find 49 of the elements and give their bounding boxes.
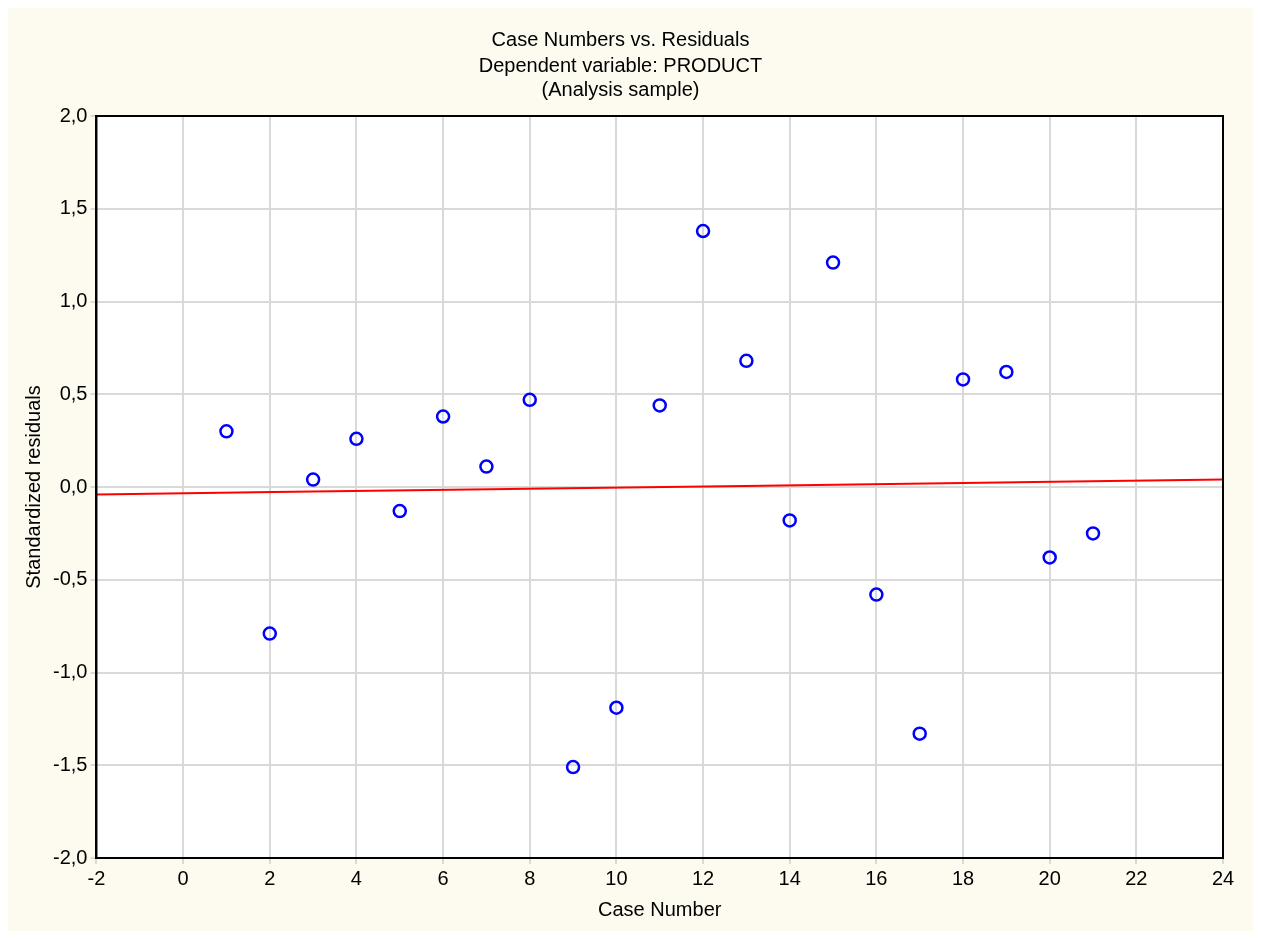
point (869, 587, 884, 602)
x-tick-label: 2 (264, 866, 276, 889)
chart-subtitle: Dependent variable: PRODUCT (478, 53, 763, 76)
point (652, 398, 667, 413)
y-axis-title: Standardized residuals (21, 385, 44, 589)
y-tick-label: -0,5 (52, 567, 88, 590)
point (1042, 550, 1057, 565)
point (219, 424, 234, 439)
point (912, 726, 927, 741)
x-tick-label: 4 (350, 866, 362, 889)
text: (Analysis sample) (541, 77, 700, 100)
point (782, 513, 797, 528)
x-tick-label: 12 (691, 866, 715, 889)
y-tick-label: 0,0 (59, 474, 88, 497)
x-tick-label: 6 (437, 866, 449, 889)
x-tick-label: 24 (1211, 866, 1235, 889)
point (825, 255, 841, 270)
y-tick-label: -2,0 (52, 845, 88, 868)
point (739, 353, 754, 369)
point (349, 431, 364, 447)
point (695, 223, 711, 239)
x-tick-label: -2 (87, 866, 106, 889)
point (999, 364, 1014, 380)
y-tick-label: -1,5 (52, 752, 88, 775)
point (435, 409, 451, 424)
x-tick-label: 22 (1125, 866, 1148, 889)
x-tick-label: 20 (1038, 866, 1061, 889)
y-tick-label: -1,0 (52, 660, 88, 683)
chart-title: Case Numbers vs. Residuals (491, 27, 750, 50)
y-tick-label: 1,0 (59, 289, 88, 312)
x-tick-label: 18 (951, 866, 975, 889)
point (479, 459, 494, 474)
x-tick-label: 10 (605, 866, 628, 889)
x-tick-label: 16 (865, 866, 888, 889)
point (392, 503, 408, 519)
point (609, 700, 624, 715)
x-axis-title: Case Number (598, 897, 722, 920)
point (565, 759, 581, 775)
point (1085, 526, 1101, 541)
y-tick-label: 1,5 (59, 196, 88, 219)
y-tick-label: 2,0 (59, 103, 88, 126)
point (305, 472, 321, 487)
x-tick-label: 14 (778, 866, 801, 889)
y-tick-label: 0,5 (59, 381, 88, 404)
point (522, 392, 537, 408)
x-tick-label: 0 (177, 866, 189, 889)
x-tick-label: 8 (524, 866, 536, 889)
point (262, 626, 278, 641)
point (955, 372, 971, 387)
